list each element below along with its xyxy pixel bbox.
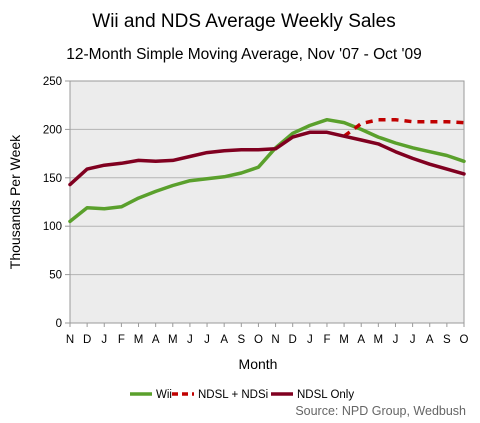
x-tick-label: M — [134, 334, 144, 346]
y-tick-label: 150 — [43, 173, 62, 185]
x-tick-label: J — [410, 334, 416, 346]
x-tick-label: A — [426, 334, 434, 346]
x-tick-label: S — [443, 334, 451, 346]
y-tick-labels: 0 50 100 150 200 250 — [43, 76, 70, 330]
x-tick-label: D — [83, 334, 91, 346]
x-tick-label: A — [152, 334, 160, 346]
x-tick-label: N — [66, 334, 74, 346]
x-tick-label: J — [101, 334, 107, 346]
legend-label-ndsl-only: NDSL Only — [297, 389, 354, 401]
y-tick-label: 0 — [56, 318, 62, 330]
x-tick-label: M — [339, 334, 349, 346]
chart-subtitle: 12-Month Simple Moving Average, Nov '07 … — [66, 46, 421, 63]
x-tick-label: J — [393, 334, 399, 346]
y-axis-title: Thousands Per Week — [7, 134, 23, 269]
x-tick-label: A — [357, 334, 365, 346]
legend-label-ndsl-ndsi: NDSL + NDSi — [198, 389, 268, 401]
x-tick-label: J — [307, 334, 313, 346]
legend: Wii NDSL + NDSi NDSL Only — [130, 389, 354, 401]
y-tick-label: 100 — [43, 221, 62, 233]
source-note: Source: NPD Group, Wedbush — [295, 404, 466, 418]
x-tick-label: A — [220, 334, 228, 346]
y-tick-label: 250 — [43, 76, 62, 88]
y-tick-label: 50 — [49, 270, 62, 282]
x-tick-label: M — [374, 334, 384, 346]
legend-label-wii: Wii — [156, 389, 172, 401]
x-tick-label: S — [237, 334, 245, 346]
x-tick-labels: NDJFMAMJJASONDJFMAMJJASO — [66, 323, 469, 346]
x-tick-label: M — [168, 334, 178, 346]
x-tick-label: O — [460, 334, 469, 346]
x-tick-label: D — [289, 334, 297, 346]
x-axis-title: Month — [239, 356, 278, 372]
x-tick-label: J — [187, 334, 193, 346]
x-tick-label: O — [254, 334, 263, 346]
x-tick-label: F — [118, 334, 125, 346]
x-tick-label: J — [204, 334, 210, 346]
x-tick-label: N — [271, 334, 279, 346]
chart-title: Wii and NDS Average Weekly Sales — [92, 11, 395, 32]
y-tick-label: 200 — [43, 124, 62, 136]
x-tick-label: F — [323, 334, 330, 346]
